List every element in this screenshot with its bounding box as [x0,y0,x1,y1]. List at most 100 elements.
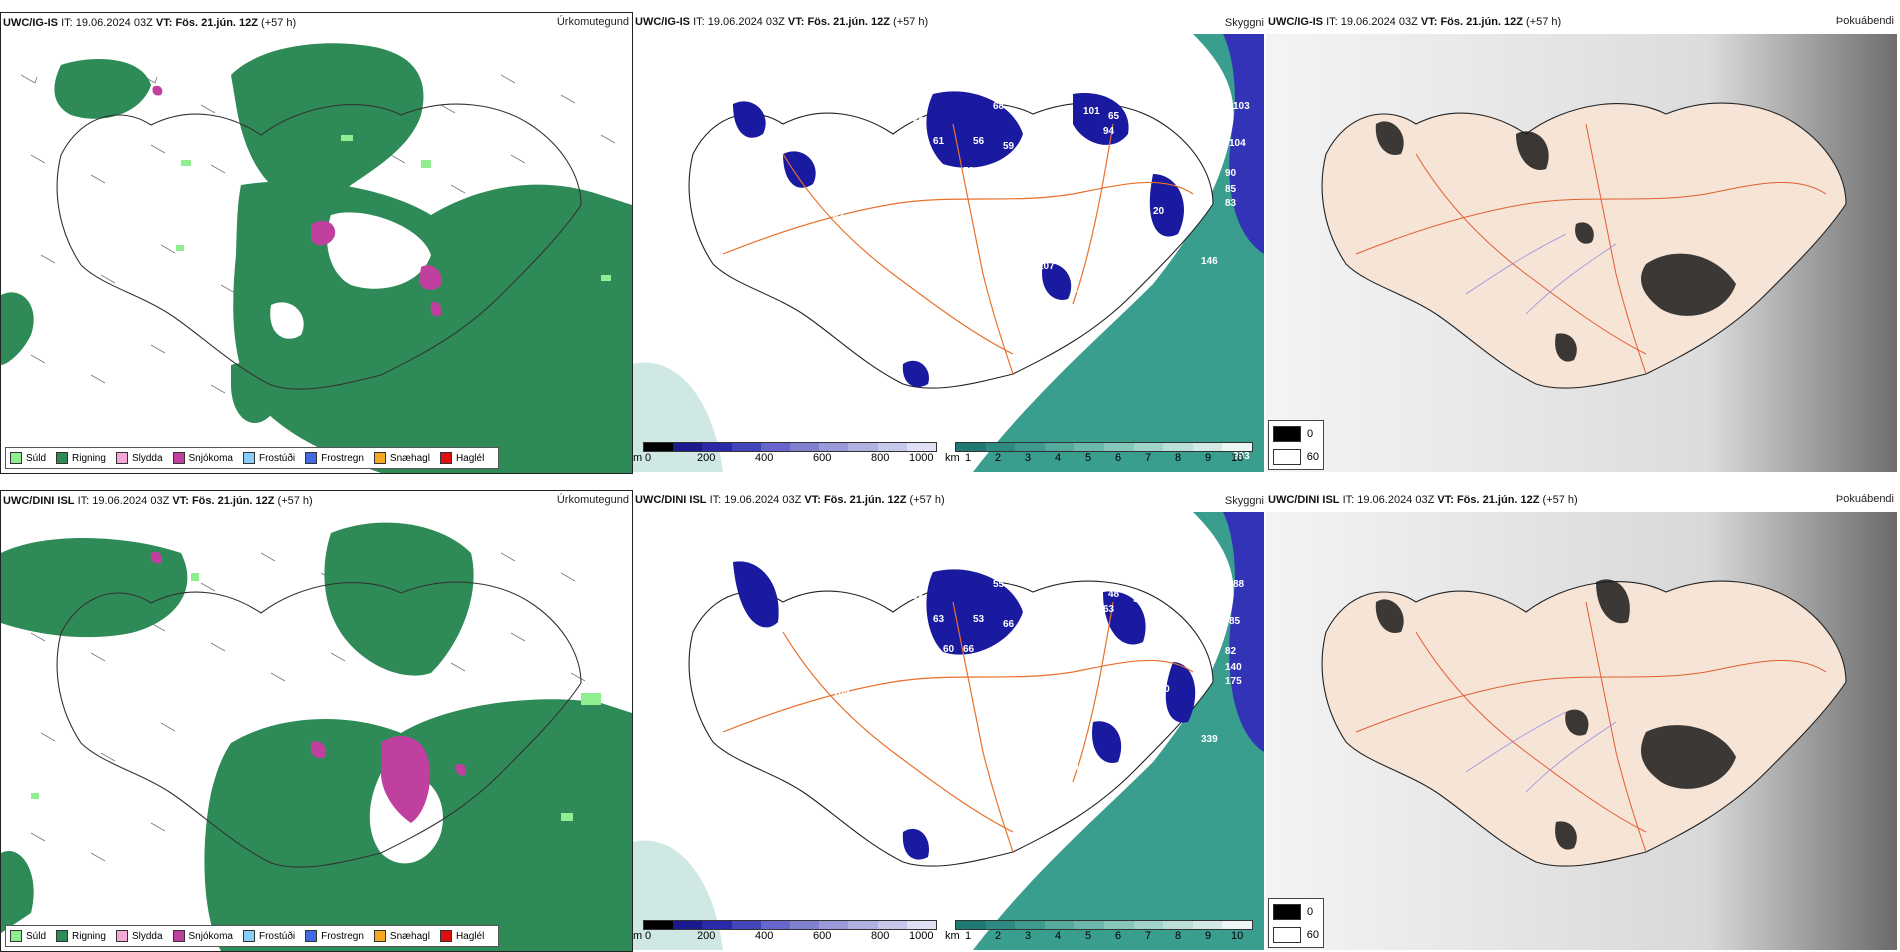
visibility-value-label: 94 [1201,614,1213,625]
legend-label: Súld [26,452,47,464]
visibility-value-label: 65 [1108,111,1120,122]
visibility-tick: 5 [1085,930,1092,942]
visibility-value-label: 61 [933,136,945,147]
elevation-colorbar: m 0 200 400 600 800 1000 [633,442,943,466]
visibility-tick: 9 [1205,452,1212,464]
panel-header: UWC/DINI ISL IT: 19.06.2024 03Z VT: Fös.… [3,495,313,507]
legend-item: Slydda [115,452,163,464]
visibility-value-label: 103 [1233,101,1250,112]
visibility-tick: 10 [1231,930,1244,942]
precip-panel-row2: UWC/DINI ISL IT: 19.06.2024 03Z VT: Fös.… [0,490,633,952]
visibility-bar-step [985,443,1016,451]
legend-swatch [172,452,185,464]
visibility-bar-step [1044,921,1075,929]
visibility-value-label: 53 [1113,704,1125,715]
panel-title: Úrkomutegund [556,494,629,506]
legend-swatch [439,452,452,464]
visibility-tick: 2 [995,452,1002,464]
legend-swatch [115,452,128,464]
fog-panel-row2: UWC/DINI ISL IT: 19.06.2024 03Z VT: Fös.… [1266,490,1897,950]
visibility-value-label: 86 [1188,534,1200,545]
legend-swatch [242,930,255,942]
legend-item: Haglél [439,930,484,942]
elevation-unit: m [633,452,643,464]
legend-item: Snæhagl [373,930,430,942]
visibility-bar-step [956,921,986,929]
legend-label: Snjókoma [188,930,233,942]
visibility-value-label: 339 [1201,734,1218,745]
visibility-value-label: 83 [1225,198,1237,209]
legend-swatch [115,930,128,942]
visibility-value-label: 60 [943,644,955,655]
panel-title: Skyggni [1224,17,1264,29]
visibility-value-label: 101 [1201,136,1218,147]
visibility-bar-step [1192,443,1223,451]
visibility-value-label: 176 [1153,56,1170,67]
precip-panel-row1: UWC/IG-IS IT: 19.06.2024 03Z VT: Fös. 21… [0,12,633,474]
visibility-bar-step [1044,443,1075,451]
precip-legend: Súld Rigning Slydda Snjókoma Frostúði Fr… [5,447,500,469]
legend-swatch [242,452,255,464]
elevation-tick: 0 [645,930,652,942]
visibility-bar [955,920,1253,930]
legend-item: Frostúði [242,452,295,464]
legend-swatch [172,930,185,942]
visibility-panel-row1: UWC/IG-IS IT: 19.06.2024 03Z VT: Fös. 21… [633,12,1264,472]
panel-title: Þokuábendi [1835,15,1894,27]
visibility-tick: 1 [965,930,972,942]
legend-item: Slydda [115,930,163,942]
elevation-bar [643,920,937,930]
fog-legend-label: 60 [1306,451,1319,463]
fog-legend-row: 0 [1273,902,1319,922]
visibility-value-label: 63 [933,614,945,625]
legend-item: Rigning [56,930,106,942]
visibility-value-label: 56 [973,136,985,147]
visibility-value-label: 53 [913,594,925,605]
fog-swatch [1273,426,1301,442]
legend-item: Súld [10,930,46,942]
visibility-bar-step [956,443,986,451]
elevation-bar-step [702,921,732,929]
visibility-value-label: 43 [833,211,845,222]
visibility-value-label: 71 [893,574,905,585]
legend-item: Snjókoma [172,452,233,464]
legend-label: Súld [26,930,47,942]
fog-legend-row: 60 [1273,447,1319,467]
legend-item: Frostregn [305,930,364,942]
legend-swatch [10,452,22,464]
visibility-value-label: 104 [1229,138,1246,149]
visibility-bar-step [1163,921,1193,929]
visibility-value-label: 14 [893,96,905,107]
elevation-bar-step [673,443,703,451]
panel-title: Skyggni [1224,495,1264,507]
visibility-panel-row2: UWC/DINI ISL IT: 19.06.2024 03Z VT: Fös.… [633,490,1264,950]
elevation-tick: 1000 [909,930,934,942]
visibility-bar-step [1133,443,1164,451]
visibility-value-label: 38 [963,371,975,382]
elevation-bar-step [790,921,820,929]
visibility-bar [955,442,1253,452]
visibility-bar-step [1222,921,1252,929]
visibility-colorbar: km 1 2 3 4 5 6 7 8 9 10 [945,442,1255,466]
elevation-bar-step [906,921,937,929]
legend-item: Snjókoma [172,930,233,942]
visibility-value-label: 65 [863,126,875,137]
precip-legend: Súld Rigning Slydda Snjókoma Frostúði Fr… [5,925,500,947]
legend-label: Slydda [131,452,163,464]
visibility-colorbar: km 1 2 3 4 5 6 7 8 9 10 [945,920,1255,944]
visibility-tick: 9 [1205,930,1212,942]
elevation-tick: 600 [813,930,832,942]
legend-item: Haglél [439,452,484,464]
legend-item: Frostúði [242,930,295,942]
visibility-value-label: 55 [993,579,1005,590]
visibility-tick: 6 [1115,452,1122,464]
visibility-tick: 3 [1025,452,1032,464]
visibility-value-label: 192 [1188,56,1205,67]
visibility-bar-step [1015,443,1045,451]
visibility-value-label: 66 [963,644,975,655]
visibility-value-label: 50 [868,176,880,187]
legend-swatch [373,930,386,942]
visibility-bar-step [1103,921,1134,929]
visibility-value-label: 11 [843,116,854,127]
panel-header: UWC/DINI ISL IT: 19.06.2024 03Z VT: Fös.… [1268,494,1578,506]
